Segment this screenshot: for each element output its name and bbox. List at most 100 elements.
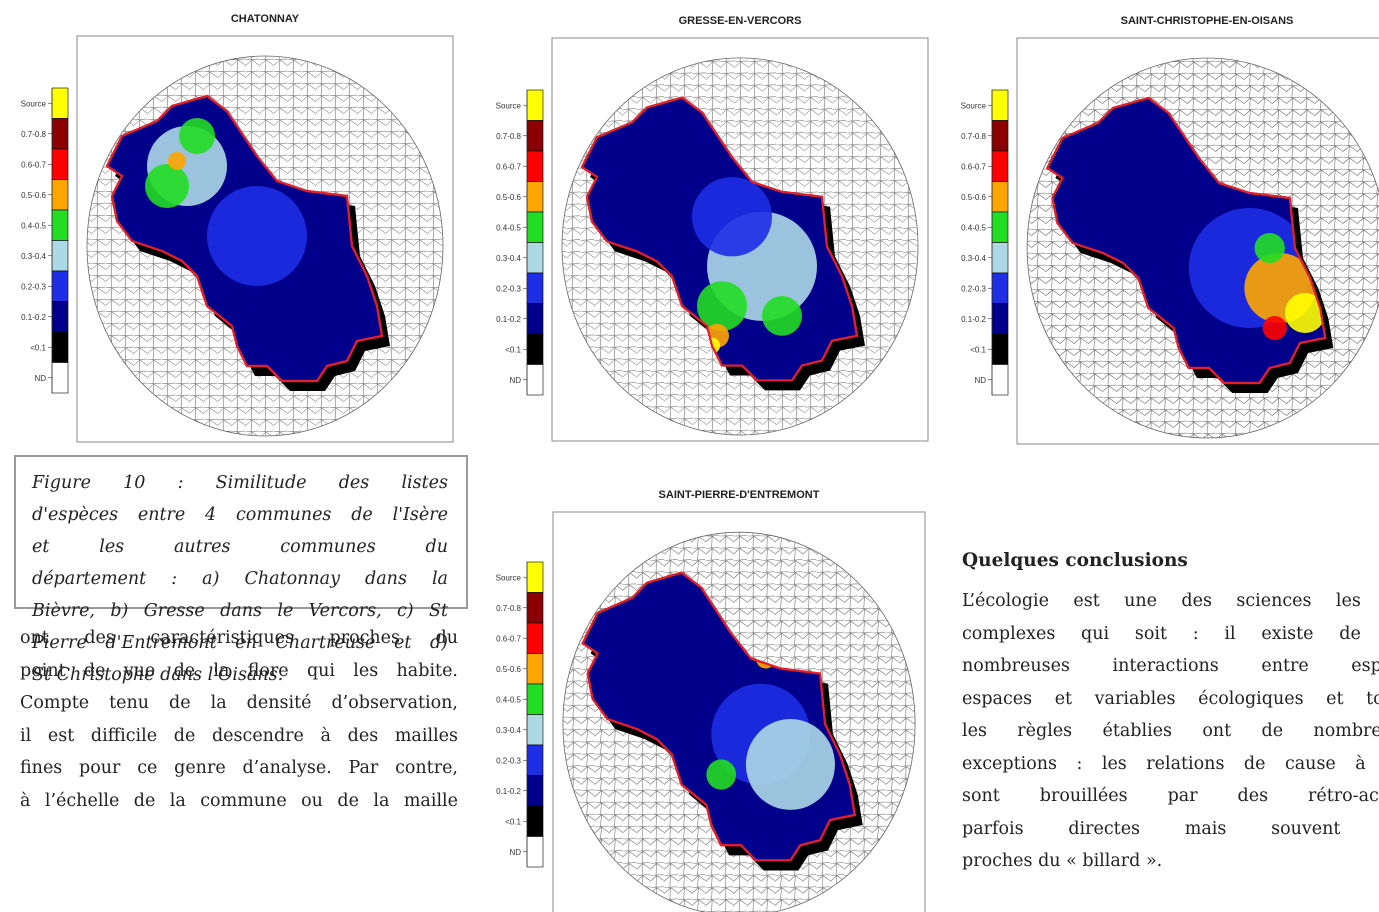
legend-label: 0.5-0.6 bbox=[961, 193, 986, 202]
legend-label: 0.6-0.7 bbox=[961, 162, 986, 171]
legend-swatch bbox=[527, 365, 543, 396]
legend-label: Source bbox=[961, 101, 987, 110]
legend-label: 0.2-0.3 bbox=[496, 756, 521, 765]
map bbox=[87, 56, 443, 436]
section-heading: Quelques conclusions bbox=[962, 550, 1188, 571]
text-line: et les autres communes du bbox=[32, 531, 448, 563]
legend-label: 0.3-0.4 bbox=[496, 254, 521, 263]
text-line: d'espèces entre 4 communes de l'Isère bbox=[32, 499, 448, 531]
legend-swatch bbox=[52, 119, 68, 150]
legend-swatch bbox=[527, 334, 543, 365]
legend-label: <0.1 bbox=[505, 817, 521, 826]
text-line: ont des caractéristiques proches du bbox=[20, 622, 458, 655]
legend-label: 0.1-0.2 bbox=[496, 787, 521, 796]
text-line: point de vue de la flore qui les habite. bbox=[20, 655, 458, 688]
map-title: SAINT-PIERRE-D'ENTREMONT bbox=[659, 489, 820, 501]
legend-swatch bbox=[992, 273, 1008, 304]
legend-swatch bbox=[52, 271, 68, 302]
legend-label: 0.3-0.4 bbox=[21, 252, 46, 261]
text-line: département : a) Chatonnay dans la bbox=[32, 563, 448, 595]
legend-label: 0.4-0.5 bbox=[21, 221, 46, 230]
similarity-patch bbox=[746, 719, 835, 810]
legend-label: 0.1-0.2 bbox=[496, 315, 521, 324]
text-line: proches du « billard ». bbox=[962, 845, 1379, 878]
legend-swatch bbox=[527, 182, 543, 213]
legend-label: 0.6-0.7 bbox=[496, 634, 521, 643]
legend-swatch bbox=[52, 180, 68, 211]
similarity-patch bbox=[179, 118, 215, 154]
legend-label: 0.7-0.8 bbox=[21, 130, 46, 139]
legend-label: Source bbox=[496, 101, 522, 110]
legend-label: ND bbox=[509, 376, 521, 385]
similarity-patch bbox=[692, 177, 772, 256]
legend-swatch bbox=[527, 745, 543, 776]
map bbox=[1027, 58, 1379, 438]
legend-swatch bbox=[992, 90, 1008, 121]
legend-swatch bbox=[992, 212, 1008, 243]
legend-label: 0.5-0.6 bbox=[21, 191, 46, 200]
similarity-patch bbox=[1255, 233, 1285, 263]
legend-label: 0.7-0.8 bbox=[961, 132, 986, 141]
body-text: L’écologie est une des sciences les plco… bbox=[962, 585, 1379, 878]
legend-label: 0.7-0.8 bbox=[496, 132, 521, 141]
legend-label: 0.4-0.5 bbox=[496, 695, 521, 704]
map-title: CHATONNAY bbox=[231, 13, 300, 25]
legend-swatch bbox=[527, 715, 543, 746]
legend-label: 0.3-0.4 bbox=[496, 726, 521, 735]
legend-swatch bbox=[527, 121, 543, 152]
legend-label: ND bbox=[34, 374, 46, 383]
similarity-patch bbox=[1263, 316, 1287, 340]
legend-swatch bbox=[992, 243, 1008, 274]
legend-swatch bbox=[527, 593, 543, 624]
legend-swatch bbox=[992, 151, 1008, 182]
text-line: fines pour ce genre d’analyse. Par contr… bbox=[20, 752, 458, 785]
legend-label: <0.1 bbox=[505, 345, 521, 354]
legend-label: 0.5-0.6 bbox=[496, 193, 521, 202]
legend-label: ND bbox=[974, 376, 986, 385]
text-line: parfois directes mais souvent pl bbox=[962, 813, 1379, 846]
legend-label: <0.1 bbox=[970, 345, 986, 354]
legend-label: 0.6-0.7 bbox=[496, 162, 521, 171]
legend-swatch bbox=[527, 806, 543, 837]
map-panel: SAINT-PIERRE-D'ENTREMONT Source 0.7-0.8 0.6… bbox=[480, 484, 935, 912]
map-panel: CHATONNAYSource0.7-0.80.6-0.70.5-0.60.4-… bbox=[0, 8, 460, 448]
similarity-patch bbox=[706, 759, 736, 789]
similarity-patch bbox=[762, 296, 802, 336]
legend-swatch bbox=[527, 212, 543, 243]
legend-swatch bbox=[527, 304, 543, 335]
legend-label: 0.2-0.3 bbox=[961, 284, 986, 293]
legend-swatch bbox=[527, 837, 543, 868]
similarity-patch bbox=[145, 164, 189, 208]
text-line: nombreuses interactions entre espèc bbox=[962, 650, 1379, 683]
text-line: complexes qui soit : il existe de tr bbox=[962, 618, 1379, 651]
legend-swatch bbox=[527, 776, 543, 807]
legend-label: 0.4-0.5 bbox=[961, 223, 986, 232]
text-line: exceptions : les relations de cause à ef bbox=[962, 748, 1379, 781]
map-panel: SAINT-CHRISTOPHE-EN-OISANSSource0.7-0.80… bbox=[945, 8, 1379, 448]
legend-label: 0.4-0.5 bbox=[496, 223, 521, 232]
legend-label: 0.5-0.6 bbox=[496, 665, 521, 674]
legend-label: 0.7-0.8 bbox=[496, 604, 521, 613]
legend-label: <0.1 bbox=[30, 343, 46, 352]
legend-label: 0.1-0.2 bbox=[961, 315, 986, 324]
text-line: Figure 10 : Similitude des listes bbox=[32, 467, 448, 499]
text-line: les règles établies ont de nombreus bbox=[962, 715, 1379, 748]
legend-label: 0.2-0.3 bbox=[496, 284, 521, 293]
legend-swatch bbox=[52, 363, 68, 394]
legend-label: 0.2-0.3 bbox=[21, 282, 46, 291]
legend-swatch bbox=[527, 654, 543, 685]
legend-swatch bbox=[992, 334, 1008, 365]
legend-label: Source bbox=[496, 573, 522, 582]
map-panel: GRESSE-EN-VERCORS Source 0.7-0.8 0.6-0.7 0.5… bbox=[480, 8, 935, 448]
legend-swatch bbox=[527, 90, 543, 121]
legend-swatch bbox=[992, 121, 1008, 152]
legend-swatch bbox=[52, 302, 68, 333]
legend-swatch bbox=[52, 210, 68, 241]
similarity-patch bbox=[207, 186, 307, 286]
map-title: GRESSE-EN-VERCORS bbox=[679, 15, 802, 27]
legend-swatch bbox=[992, 182, 1008, 213]
legend-label: 0.1-0.2 bbox=[21, 313, 46, 322]
text-line: espaces et variables écologiques et tout bbox=[962, 683, 1379, 716]
